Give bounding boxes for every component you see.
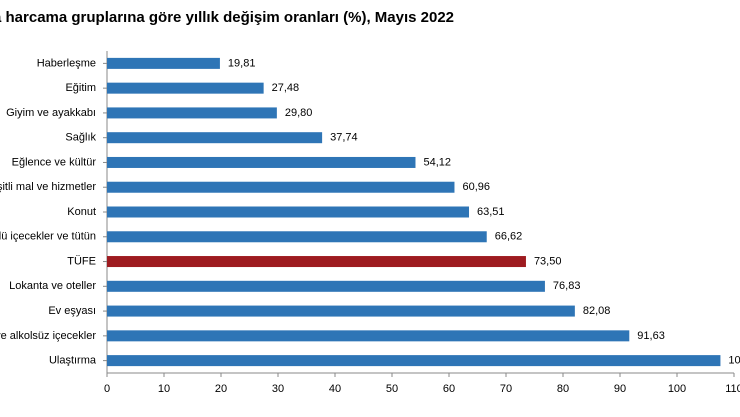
value-label: 60,96 [462, 181, 490, 193]
value-label: 91,63 [637, 330, 665, 342]
value-label: 37,74 [330, 132, 358, 144]
y-tick-label: Haberleşme [37, 57, 96, 69]
bar [107, 107, 277, 119]
value-label: 63,51 [477, 206, 505, 218]
x-tick-label: 10 [158, 383, 170, 395]
x-tick-label: 100 [668, 383, 686, 395]
bar [107, 231, 487, 243]
x-tick-label: 110 [725, 383, 740, 395]
value-label: 107,62 [728, 355, 740, 367]
bar [107, 330, 630, 342]
x-tick-label: 50 [386, 383, 398, 395]
x-tick-label: 80 [557, 383, 569, 395]
value-label: 29,80 [285, 107, 313, 119]
value-label: 27,48 [272, 82, 300, 94]
x-tick-label: 30 [272, 383, 284, 395]
bar [107, 156, 416, 168]
y-tick-label: Sağlık [65, 132, 96, 144]
y-tick-label: Eğitim [65, 82, 96, 94]
y-tick-label: Ulaştırma [49, 355, 97, 367]
value-label: 54,12 [423, 156, 451, 168]
bar [107, 280, 545, 292]
bar [107, 132, 323, 144]
bar [107, 355, 721, 367]
value-label: 66,62 [495, 231, 523, 243]
bar [107, 82, 264, 94]
bar [107, 305, 575, 317]
bar [107, 57, 220, 69]
bar [107, 206, 470, 218]
x-tick-label: 40 [329, 383, 341, 395]
x-tick-label: 90 [614, 383, 626, 395]
x-tick-label: 70 [500, 383, 512, 395]
bar [107, 256, 526, 268]
y-tick-label: Çeşitli mal ve hizmetler [0, 181, 96, 193]
bar [107, 181, 455, 193]
value-label: 76,83 [553, 280, 581, 292]
y-tick-label: Eğlence ve kültür [12, 156, 97, 168]
y-tick-label: Alkollü içecekler ve tütün [0, 231, 96, 243]
value-label: 73,50 [534, 255, 562, 267]
value-label: 82,08 [583, 305, 611, 317]
value-label: 19,81 [228, 57, 256, 69]
y-tick-label: Lokanta ve oteller [9, 280, 96, 292]
y-tick-label: Konut [67, 206, 96, 218]
x-tick-label: 60 [443, 383, 455, 395]
x-tick-label: 0 [104, 383, 110, 395]
x-tick-label: 20 [215, 383, 227, 395]
y-tick-label: Gıda ve alkolsüz içecekler [0, 330, 96, 342]
y-tick-label: Giyim ve ayakkabı [6, 107, 96, 119]
y-tick-label: Ev eşyası [48, 305, 96, 317]
y-tick-label: TÜFE [67, 255, 96, 267]
chart-title: Ana harcama gruplarına göre yıllık değiş… [0, 9, 454, 26]
